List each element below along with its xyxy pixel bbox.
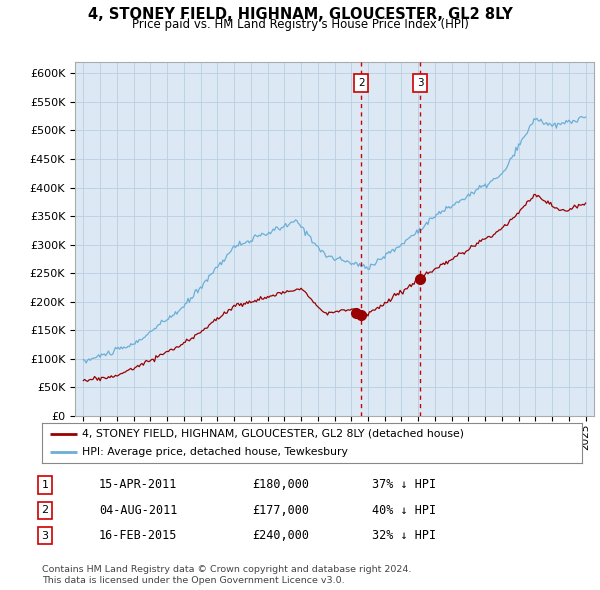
Text: 3: 3 [417, 78, 424, 88]
Text: Contains HM Land Registry data © Crown copyright and database right 2024.: Contains HM Land Registry data © Crown c… [42, 565, 412, 574]
Text: Price paid vs. HM Land Registry's House Price Index (HPI): Price paid vs. HM Land Registry's House … [131, 18, 469, 31]
Text: 1: 1 [41, 480, 49, 490]
Text: This data is licensed under the Open Government Licence v3.0.: This data is licensed under the Open Gov… [42, 576, 344, 585]
Text: HPI: Average price, detached house, Tewkesbury: HPI: Average price, detached house, Tewk… [83, 447, 349, 457]
Text: 3: 3 [41, 531, 49, 540]
Text: 40% ↓ HPI: 40% ↓ HPI [372, 504, 436, 517]
Text: £240,000: £240,000 [252, 529, 309, 542]
Text: 16-FEB-2015: 16-FEB-2015 [99, 529, 178, 542]
Text: £180,000: £180,000 [252, 478, 309, 491]
Text: 2: 2 [358, 78, 364, 88]
Text: 04-AUG-2011: 04-AUG-2011 [99, 504, 178, 517]
Text: £177,000: £177,000 [252, 504, 309, 517]
Text: 4, STONEY FIELD, HIGHNAM, GLOUCESTER, GL2 8LY: 4, STONEY FIELD, HIGHNAM, GLOUCESTER, GL… [88, 7, 512, 22]
Text: 2: 2 [41, 506, 49, 515]
Text: 15-APR-2011: 15-APR-2011 [99, 478, 178, 491]
Text: 4, STONEY FIELD, HIGHNAM, GLOUCESTER, GL2 8LY (detached house): 4, STONEY FIELD, HIGHNAM, GLOUCESTER, GL… [83, 429, 464, 439]
Text: 37% ↓ HPI: 37% ↓ HPI [372, 478, 436, 491]
Text: 32% ↓ HPI: 32% ↓ HPI [372, 529, 436, 542]
